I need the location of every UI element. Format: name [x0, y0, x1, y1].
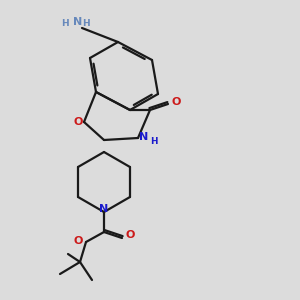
Text: O: O: [125, 230, 135, 240]
Text: O: O: [73, 117, 83, 127]
Text: N: N: [74, 17, 82, 27]
Text: N: N: [140, 132, 148, 142]
Text: N: N: [99, 204, 109, 214]
Text: H: H: [150, 136, 158, 146]
Text: O: O: [73, 236, 83, 246]
Text: H: H: [61, 19, 69, 28]
Text: O: O: [171, 97, 181, 107]
Text: H: H: [82, 19, 90, 28]
